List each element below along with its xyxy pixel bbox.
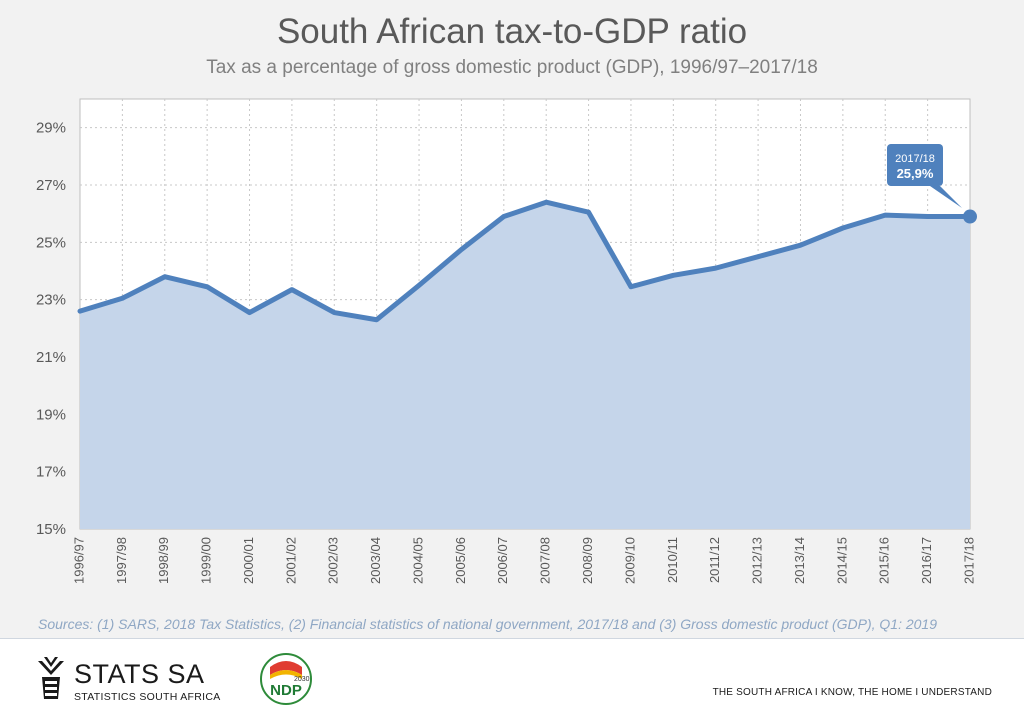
x-tick-label: 2001/02 — [283, 537, 298, 584]
x-tick-label: 2012/13 — [750, 537, 765, 584]
stats-sa-logo: STATS SA STATISTICS SOUTH AFRICA — [34, 655, 254, 707]
y-tick-label: 29% — [36, 120, 66, 137]
x-tick-label: 2015/16 — [877, 537, 892, 584]
x-tick-label: 2008/09 — [580, 537, 595, 584]
y-tick-label: 21% — [36, 349, 66, 366]
ndp-text: NDP — [270, 682, 302, 699]
x-tick-label: 2005/06 — [453, 537, 468, 584]
x-axis-ticks: 1996/97 1997/98 1998/99 1999/00 2000/01 2001/… — [71, 537, 976, 584]
sources-note: Sources: (1) SARS, 2018 Tax Statistics, … — [38, 616, 938, 632]
footer-divider — [0, 638, 1024, 639]
callout-pointer — [930, 186, 962, 208]
brand-subtitle: STATISTICS SOUTH AFRICA — [74, 691, 221, 703]
y-tick-label: 15% — [36, 521, 66, 538]
stats-sa-emblem-icon — [38, 657, 64, 699]
value-callout: 2017/18 25,9% — [887, 144, 962, 208]
chart-title: South African tax-to-GDP ratio — [276, 12, 748, 51]
callout-value: 25,9% — [897, 166, 934, 181]
x-tick-label: 2010/11 — [665, 537, 680, 583]
area-fill — [80, 202, 970, 529]
x-tick-label: 1996/97 — [71, 537, 86, 584]
x-tick-label: 2016/17 — [919, 537, 934, 584]
x-tick-label: 1999/00 — [199, 537, 214, 584]
series-line — [77, 199, 973, 323]
x-tick-label: 2014/15 — [834, 537, 849, 584]
callout-label: 2017/18 — [895, 153, 935, 165]
brand-name: STATS SA — [74, 659, 205, 689]
x-tick-label: 1997/98 — [114, 537, 129, 584]
x-tick-label: 2009/10 — [622, 537, 637, 584]
y-tick-label: 25% — [36, 234, 66, 251]
ndp-flag-icon — [270, 661, 302, 675]
x-tick-label: 2004/05 — [410, 537, 425, 584]
ndp-logo: 2030 NDP — [260, 653, 312, 705]
x-tick-label: 2007/08 — [538, 537, 553, 584]
y-axis-ticks: 15% 17% 19% 21% 23% 25% 27% 29% — [36, 120, 66, 538]
x-tick-label: 2003/04 — [368, 537, 383, 584]
y-tick-label: 27% — [36, 177, 66, 194]
x-tick-label: 2017/18 — [961, 537, 976, 584]
x-tick-label: 2006/07 — [495, 537, 510, 584]
callout-box — [887, 144, 943, 186]
x-tick-label: 2011/12 — [707, 537, 722, 583]
area-series — [77, 199, 977, 529]
y-tick-label: 17% — [36, 464, 66, 481]
x-tick-label: 1998/99 — [156, 537, 171, 584]
y-tick-label: 19% — [36, 406, 66, 423]
x-tick-label: 2000/01 — [241, 537, 256, 584]
x-tick-label: 2002/03 — [326, 537, 341, 584]
chart-svg: 15%17%19%21%23%25%27%29% 1996/97 1997/98 1… — [36, 98, 977, 584]
x-tick-label: 2013/14 — [792, 537, 807, 584]
y-tick-label: 23% — [36, 292, 66, 309]
ndp-year: 2030 — [294, 676, 310, 683]
footer: STATS SA STATISTICS SOUTH AFRICA 2030 ND… — [0, 639, 1024, 715]
slogan: THE SOUTH AFRICA I KNOW, THE HOME I UNDE… — [712, 687, 992, 698]
chart-subtitle: Tax as a percentage of gross domestic pr… — [206, 57, 818, 78]
last-point-marker — [963, 209, 977, 224]
ndp-flag-stripe-icon — [270, 670, 302, 679]
